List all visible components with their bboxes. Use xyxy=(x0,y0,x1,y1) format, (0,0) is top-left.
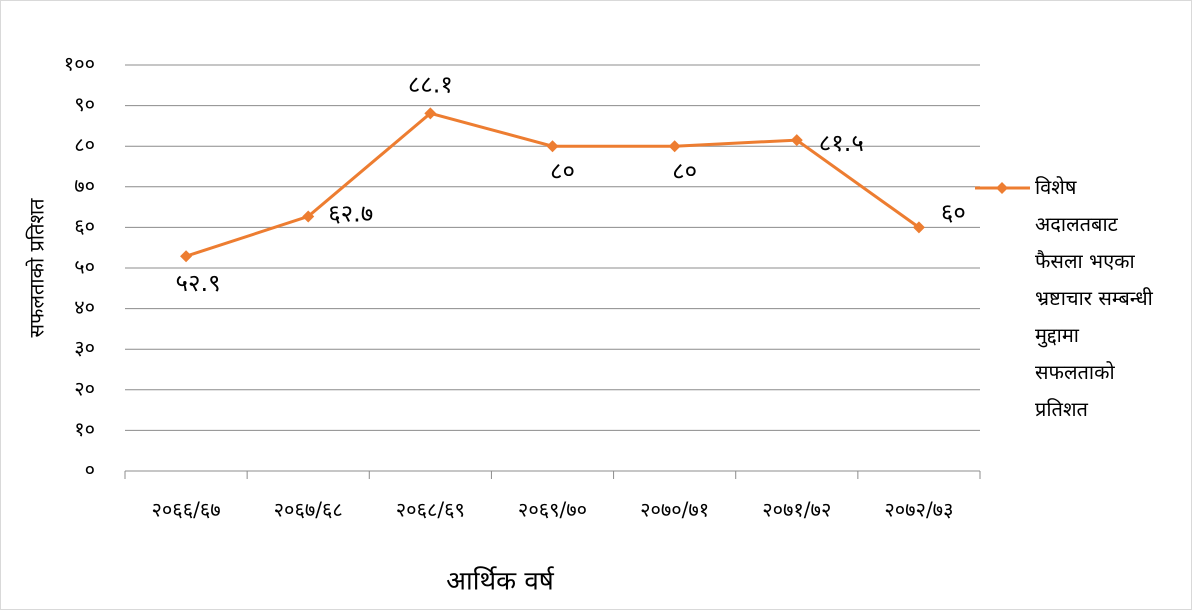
y-tick-label: ६० xyxy=(74,214,95,238)
x-tick-label: २०६९/७० xyxy=(518,498,587,522)
legend-marker xyxy=(996,182,1008,194)
y-tick-label: ७० xyxy=(74,173,95,197)
x-tick-label: २०७०/७१ xyxy=(640,498,709,522)
marker xyxy=(668,140,681,153)
y-tick-label: ४० xyxy=(74,295,95,319)
marker xyxy=(912,221,925,234)
marker xyxy=(790,134,803,147)
y-tick-label: ८० xyxy=(74,133,95,157)
marker xyxy=(546,140,559,153)
y-tick-label: ९० xyxy=(74,92,95,116)
x-tick-label: २०६८/६९ xyxy=(396,498,465,522)
y-tick-label: ० xyxy=(85,458,95,482)
data-label: ५२.९ xyxy=(176,269,221,297)
x-tick-label: २०६७/६८ xyxy=(274,498,343,522)
data-label: ८१.५ xyxy=(819,129,864,157)
x-tick-label: २०७१/७२ xyxy=(762,498,831,522)
legend: विशेष अदालतबाट फैसला भएका भ्रष्टाचार सम्… xyxy=(1035,175,1153,421)
marker xyxy=(180,250,193,263)
x-tick-label: २०६६/६७ xyxy=(152,498,221,522)
marker xyxy=(302,210,315,223)
y-tick-label: ५० xyxy=(74,255,95,279)
legend-label: विशेष अदालतबाट फैसला भएका भ्रष्टाचार सम्… xyxy=(1035,175,1153,421)
data-label: ६० xyxy=(941,198,966,226)
data-label: ८० xyxy=(672,157,697,185)
data-label: ८८.१ xyxy=(408,70,453,98)
y-tick-label: २० xyxy=(74,376,95,400)
y-tick-label: १० xyxy=(74,417,95,441)
y-tick-label: १०० xyxy=(64,52,95,76)
x-tick-label: २०७२/७३ xyxy=(884,498,953,522)
x-axis-title: आर्थिक वर्ष xyxy=(446,566,555,597)
data-label: ८० xyxy=(550,157,575,185)
y-axis-title: सफलताको प्रतिशत xyxy=(25,198,49,338)
data-label: ६२.७ xyxy=(328,199,373,227)
marker xyxy=(424,107,437,120)
y-tick-label: ३० xyxy=(74,336,95,360)
